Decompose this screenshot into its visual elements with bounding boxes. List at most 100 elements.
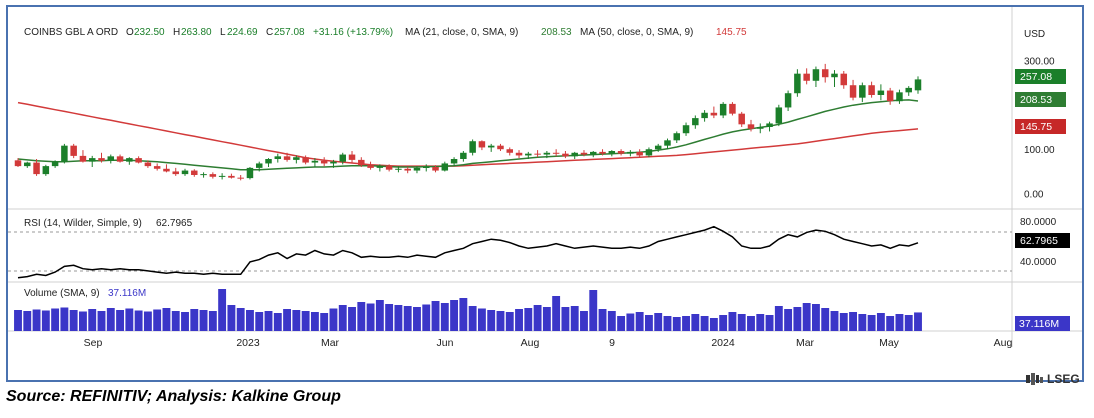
volume-bar bbox=[422, 304, 431, 331]
volume-bar bbox=[904, 315, 913, 331]
candle-up bbox=[859, 85, 866, 98]
volume-bar bbox=[849, 312, 857, 331]
volume-bar bbox=[301, 311, 310, 331]
volume-bar bbox=[542, 307, 551, 331]
volume-bar bbox=[830, 311, 839, 331]
volume-bar bbox=[227, 305, 236, 331]
volume-bar bbox=[329, 308, 338, 331]
candle-up bbox=[330, 161, 337, 164]
candle-down bbox=[385, 166, 393, 170]
candle-up bbox=[218, 175, 226, 177]
candle-up bbox=[469, 141, 476, 153]
volume-bar bbox=[496, 311, 505, 331]
volume-bar bbox=[79, 311, 87, 331]
volume-bar bbox=[672, 317, 681, 331]
candle-down bbox=[710, 112, 718, 116]
volume-bar bbox=[134, 310, 143, 331]
candle-down bbox=[617, 151, 625, 154]
lseg-logo: LSEG bbox=[1026, 371, 1080, 387]
candle-down bbox=[840, 73, 848, 86]
price-tick-label: 100.00 bbox=[1024, 145, 1055, 156]
volume-bar bbox=[348, 307, 356, 331]
volume-bar bbox=[737, 314, 746, 331]
candle-up bbox=[896, 92, 903, 102]
candle-down bbox=[580, 152, 588, 155]
volume-bar bbox=[682, 316, 690, 331]
candle-down bbox=[738, 113, 745, 125]
candle-down bbox=[803, 73, 810, 81]
volume-bar bbox=[570, 306, 579, 331]
candle-up bbox=[766, 123, 773, 127]
candle-down bbox=[135, 158, 142, 163]
source-caption: Source: REFINITIV; Analysis: Kalkine Gro… bbox=[6, 388, 341, 405]
candle-up bbox=[590, 151, 597, 155]
candle-up bbox=[51, 161, 59, 167]
volume-bar bbox=[515, 309, 523, 331]
rsi-legend-value: 62.7965 bbox=[156, 218, 193, 229]
volume-bar bbox=[440, 303, 449, 331]
candle-down bbox=[636, 151, 643, 156]
candle-up bbox=[413, 167, 421, 171]
volume-bar bbox=[477, 308, 486, 331]
volume-bar bbox=[116, 310, 125, 331]
volume-bar bbox=[858, 314, 867, 331]
volume-bar bbox=[644, 315, 653, 331]
candle-up bbox=[88, 158, 96, 162]
volume-bar bbox=[41, 310, 50, 331]
candle-up bbox=[645, 149, 653, 156]
candle-up bbox=[784, 93, 792, 108]
volume-bar bbox=[784, 309, 793, 331]
candle-down bbox=[153, 166, 161, 169]
candle-up bbox=[525, 153, 532, 156]
volume-bar bbox=[728, 312, 737, 331]
candle-up bbox=[255, 163, 263, 168]
candle-down bbox=[497, 145, 504, 150]
volume-badge: 37.116M bbox=[1015, 316, 1070, 331]
candle-up bbox=[311, 160, 319, 163]
volume-bar bbox=[552, 296, 561, 331]
volume-bar bbox=[208, 311, 217, 331]
volume-bar bbox=[876, 313, 885, 331]
volume-bar bbox=[255, 312, 264, 331]
volume-bar bbox=[468, 306, 477, 331]
volume-bar bbox=[375, 300, 384, 331]
volume-bar bbox=[700, 316, 709, 331]
candle-up bbox=[831, 73, 838, 78]
candle-down bbox=[478, 141, 486, 148]
candle-down bbox=[515, 152, 523, 156]
candle-down bbox=[172, 171, 179, 175]
volume-bar bbox=[524, 308, 533, 331]
candle-up bbox=[376, 166, 384, 168]
volume-bar bbox=[394, 305, 403, 331]
close-label: C bbox=[266, 27, 273, 38]
symbol-label: COINBS GBL A ORD bbox=[24, 27, 118, 38]
volume-bar bbox=[821, 308, 830, 331]
chart-frame: COINBS GBL A ORD O 232.50 H 263.80 L 224… bbox=[6, 5, 1084, 386]
svg-text:257.08: 257.08 bbox=[1020, 71, 1052, 83]
candle-down bbox=[70, 145, 77, 156]
candle-up bbox=[719, 103, 727, 116]
volume-bar bbox=[654, 313, 663, 331]
low-label: L bbox=[220, 27, 226, 38]
candle-down bbox=[302, 157, 309, 163]
candle-down bbox=[868, 85, 875, 95]
volume-bar bbox=[14, 310, 22, 331]
price-tick-label: 0.00 bbox=[1024, 190, 1044, 201]
close-value: 257.08 bbox=[274, 27, 305, 38]
candle-up bbox=[571, 152, 578, 157]
volume-bar bbox=[60, 307, 69, 331]
x-axis-label: May bbox=[879, 337, 900, 349]
candle-up bbox=[757, 127, 764, 129]
candle-up bbox=[877, 90, 885, 95]
volume-bar bbox=[607, 311, 616, 331]
candle-up bbox=[487, 145, 495, 148]
x-axis-label: Jun bbox=[437, 337, 454, 349]
last-price-badge: 257.08 bbox=[1015, 69, 1066, 84]
volume-bar bbox=[561, 307, 570, 331]
volume-bar bbox=[97, 311, 106, 331]
candle-up bbox=[673, 133, 681, 141]
candle-down bbox=[144, 162, 152, 167]
volume-bar bbox=[181, 312, 189, 331]
volume-bar bbox=[450, 300, 459, 331]
volume-bar bbox=[236, 308, 245, 331]
